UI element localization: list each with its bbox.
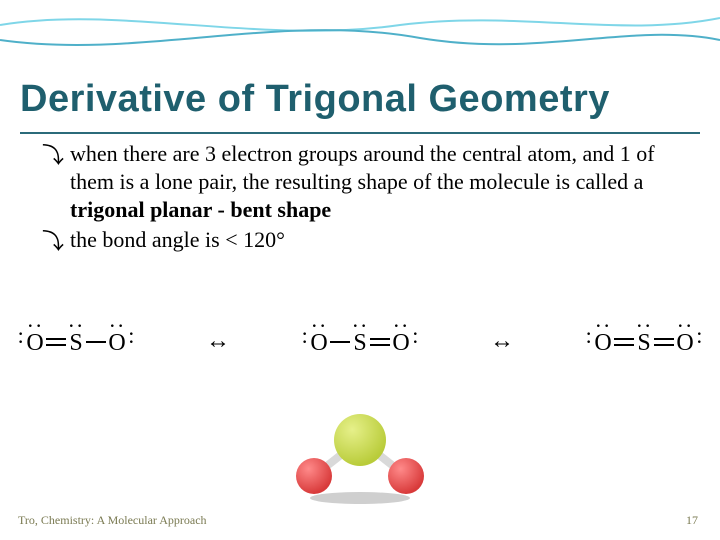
page-number: 17: [686, 513, 698, 528]
list-item: ⤵ when there are 3 electron groups aroun…: [42, 140, 682, 224]
page-title: Derivative of Trigonal Geometry: [20, 78, 700, 121]
bullet-list: ⤵ when there are 3 electron groups aroun…: [42, 140, 682, 259]
bullet-icon: ⤵: [42, 142, 64, 224]
lewis-structure: ····O··S··O··: [299, 321, 421, 355]
resonance-arrow-icon: ↔: [490, 328, 514, 355]
list-item: ⤵ the bond angle is < 120°: [42, 226, 682, 256]
slide: Derivative of Trigonal Geometry ⤵ when t…: [0, 0, 720, 540]
molecule-3d-model: [280, 406, 440, 506]
header-wave-decoration: [0, 0, 720, 70]
bullet-text: the bond angle is < 120°: [70, 226, 682, 256]
bullet-icon: ⤵: [42, 228, 64, 256]
title-underline: [20, 132, 700, 134]
bullet-text: when there are 3 electron groups around …: [70, 140, 682, 224]
footer-citation: Tro, Chemistry: A Molecular Approach: [18, 513, 207, 528]
lewis-structure: ····O··S··O··: [583, 321, 705, 355]
resonance-arrow-icon: ↔: [206, 328, 230, 355]
resonance-structures-row: ····O··S··O·· ↔ ····O··S··O·· ↔ ····O··S··O·…: [15, 320, 705, 355]
lewis-structure: ····O··S··O··: [15, 321, 137, 355]
